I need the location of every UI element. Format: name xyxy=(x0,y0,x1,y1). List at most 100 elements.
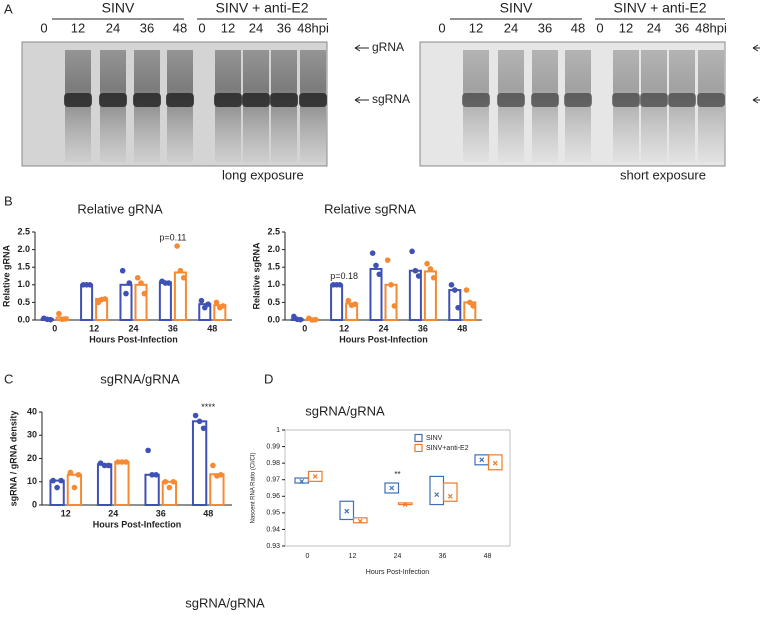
x-tick-label: 24 xyxy=(394,553,402,560)
replicate-point xyxy=(119,459,125,465)
replicate-point xyxy=(105,462,112,469)
x-axis-label: Hours Post-Infection xyxy=(339,334,428,344)
group-label: SINV + anti-E2 xyxy=(216,0,309,16)
bar xyxy=(384,283,398,321)
y-axis-label: Relative sgRNA xyxy=(251,242,261,310)
mean-marker xyxy=(447,493,453,499)
replicate-point xyxy=(218,471,224,478)
sgrna-band xyxy=(133,93,161,107)
chart-title: sgRNA/gRNA xyxy=(305,403,385,418)
sgrna-band xyxy=(242,93,270,107)
y-tick-label: 0.5 xyxy=(267,297,280,307)
x-tick-label: 48 xyxy=(484,553,492,560)
x-tick-label: 0 xyxy=(302,323,307,333)
replicate-point xyxy=(297,316,304,323)
replicate-point xyxy=(427,266,434,272)
band-arrow xyxy=(752,96,760,104)
y-tick-label: 0.0 xyxy=(267,314,280,324)
lane-label: 12 xyxy=(469,20,483,35)
replicate-point xyxy=(123,459,129,465)
x-tick-label: 36 xyxy=(418,323,428,333)
x-axis-label: Hours Post-Infection xyxy=(93,519,182,529)
lane-label: 0 xyxy=(596,20,603,35)
y-tick-label: 20 xyxy=(27,453,37,463)
legend-label: SINV+anti-E2 xyxy=(426,445,469,452)
replicate-point xyxy=(67,469,74,476)
replicate-point xyxy=(455,304,461,311)
mean-marker xyxy=(492,460,498,466)
sgrna-band xyxy=(640,93,668,107)
replicate-point xyxy=(153,471,159,478)
y-tick-label: 0.96 xyxy=(266,493,280,500)
replicate-point xyxy=(54,484,60,491)
replicate-point xyxy=(56,310,62,317)
panel-label: C xyxy=(4,371,13,386)
lane-label: 48hpi xyxy=(695,20,727,35)
band-arrow xyxy=(752,44,760,52)
band-arrow xyxy=(354,44,369,52)
replicate-point xyxy=(62,316,69,322)
group-label: SINV xyxy=(102,0,135,16)
sgrna-band xyxy=(214,93,242,107)
panel-label: B xyxy=(4,193,13,208)
range-box xyxy=(442,482,458,502)
lane-label: 48 xyxy=(173,20,187,35)
replicate-point xyxy=(101,462,108,469)
replicate-point xyxy=(448,282,455,288)
y-tick-label: 40 xyxy=(27,406,37,416)
annotation: p=0.18 xyxy=(330,271,358,281)
replicate-point xyxy=(451,287,458,293)
replicate-point xyxy=(369,250,376,256)
sgrna-band xyxy=(531,93,559,107)
lane-label: 0 xyxy=(438,20,445,35)
replicate-point xyxy=(134,274,141,281)
exposure-caption: long exposure xyxy=(222,167,304,182)
replicate-point xyxy=(58,477,64,484)
lane-label: 48hpi xyxy=(297,20,329,35)
x-axis-label: Hours Post-Infection xyxy=(89,334,178,344)
band-arrow xyxy=(354,96,369,104)
y-tick-label: 0.95 xyxy=(266,510,280,517)
range-box xyxy=(352,517,368,524)
range-box xyxy=(307,470,323,482)
y-tick-label: 10 xyxy=(27,476,37,486)
lane-label: 0 xyxy=(198,20,205,35)
replicate-point xyxy=(177,267,184,274)
bar xyxy=(191,420,208,506)
bar xyxy=(161,480,178,506)
lane-label: 12 xyxy=(619,20,633,35)
replicate-point xyxy=(424,260,430,267)
replicate-point xyxy=(384,257,391,263)
bar xyxy=(49,479,65,506)
panel-label: D xyxy=(264,371,273,386)
bar xyxy=(330,283,344,321)
y-tick-label: 0.97 xyxy=(266,477,280,484)
group-label: SINV xyxy=(500,0,533,16)
replicate-point xyxy=(430,274,437,281)
x-tick-label: 48 xyxy=(203,508,213,518)
bar xyxy=(114,460,130,506)
bar xyxy=(80,283,94,321)
mean-marker xyxy=(389,485,395,491)
replicate-point xyxy=(115,459,121,465)
chart-title: Relative gRNA xyxy=(77,201,163,216)
replicate-point xyxy=(463,287,470,293)
sgrna-band xyxy=(462,93,490,107)
x-tick-label: 24 xyxy=(128,323,138,333)
group-label: SINV + anti-E2 xyxy=(614,0,707,16)
replicate-point xyxy=(412,267,419,274)
replicate-point xyxy=(210,462,216,469)
sgrna-band xyxy=(497,93,525,107)
x-tick-label: 36 xyxy=(156,508,166,518)
replicate-point xyxy=(415,273,422,279)
mean-marker xyxy=(357,518,363,524)
x-tick-label: 12 xyxy=(339,323,349,333)
chart-title: sgRNA/gRNA xyxy=(100,371,180,386)
mean-marker xyxy=(299,478,305,484)
replicate-point xyxy=(123,290,129,297)
x-axis-label: Hours Post-Infection xyxy=(366,569,430,576)
sgrna-band xyxy=(166,93,194,107)
y-tick-label: 1.0 xyxy=(17,279,30,289)
lane-label: 36 xyxy=(140,20,154,35)
